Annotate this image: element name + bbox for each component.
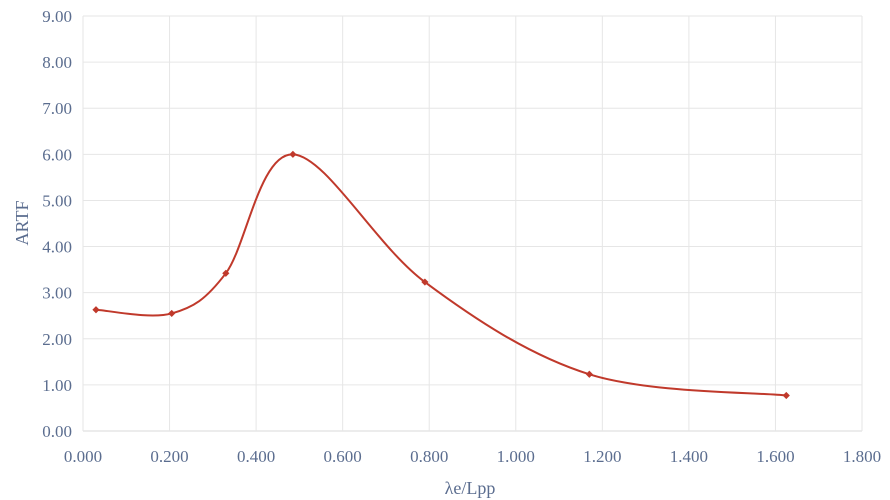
x-tick-label: 0.400 (237, 447, 275, 466)
x-tick-labels: 0.000 0.200 0.400 0.600 0.800 1.000 1.200 1.400… (64, 447, 881, 466)
grid (82, 15, 863, 432)
y-tick-label: 2.00 (42, 330, 72, 349)
y-tick-label: 1.00 (42, 376, 72, 395)
series-layer (95, 153, 787, 397)
y-tick-label: 5.00 (42, 191, 72, 210)
x-tick-label: 1.000 (497, 447, 535, 466)
data-point (168, 309, 176, 318)
data-point (782, 391, 790, 400)
data-point (585, 370, 593, 378)
x-tick-label: 1.400 (670, 447, 708, 466)
y-axis-title: ARTF (12, 201, 32, 246)
data-point (421, 278, 429, 286)
x-tick-label: 1.800 (843, 447, 881, 466)
series-line (95, 153, 787, 397)
data-point (289, 150, 297, 158)
markers-layer (92, 150, 790, 400)
data-point (222, 269, 230, 277)
x-tick-label: 0.600 (324, 447, 362, 466)
y-tick-label: 8.00 (42, 53, 72, 72)
x-tick-label: 1.200 (583, 447, 621, 466)
y-tick-label: 9.00 (42, 7, 72, 26)
y-tick-label: 4.00 (42, 238, 72, 257)
x-tick-label: 0.200 (150, 447, 188, 466)
x-axis-title: λe/Lpp (445, 478, 496, 498)
x-tick-label: 0.000 (64, 447, 102, 466)
x-tick-label: 1.600 (756, 447, 794, 466)
x-tick-label: 0.800 (410, 447, 448, 466)
y-tick-label: 0.00 (42, 422, 72, 441)
data-point (92, 306, 100, 314)
y-tick-label: 7.00 (42, 99, 72, 118)
y-tick-labels: 0.00 1.00 2.00 3.00 4.00 5.00 6.00 7.00 8.00 9.00 (42, 7, 72, 441)
y-tick-label: 3.00 (42, 284, 72, 303)
y-tick-label: 6.00 (42, 145, 72, 164)
